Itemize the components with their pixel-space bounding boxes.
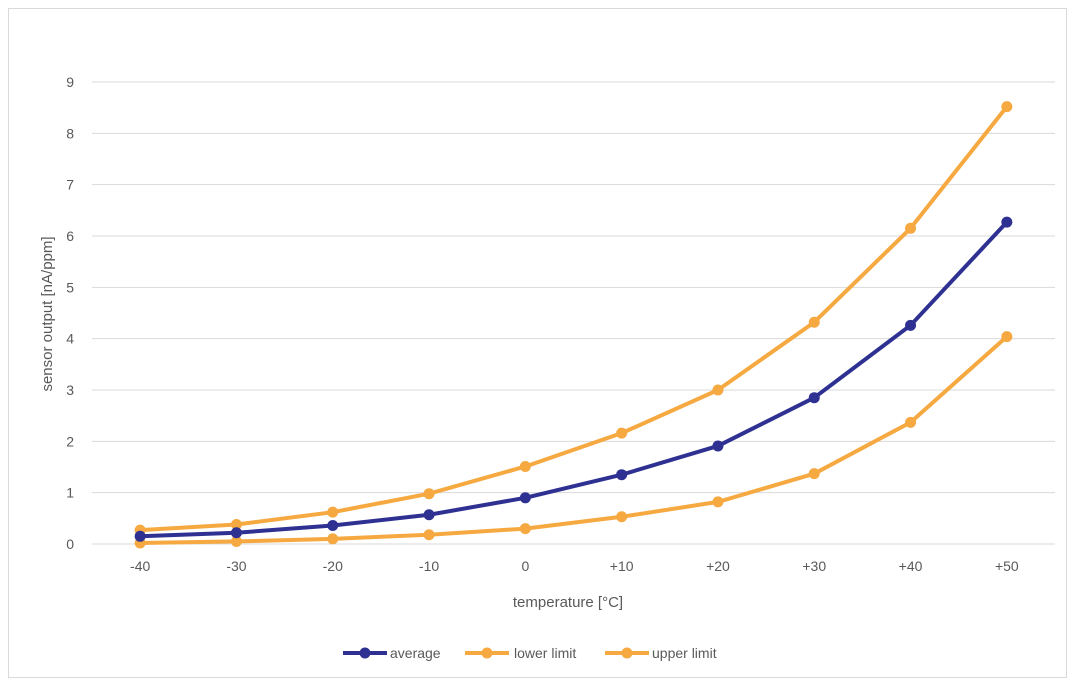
data-point [905,222,917,234]
data-point [712,496,724,508]
data-point [230,518,242,530]
data-point [230,527,242,539]
legend-item-lower-limit: lower limit [465,645,576,661]
data-point [134,530,146,542]
data-point [423,509,435,521]
data-point [905,416,917,428]
x-tick-label: -40 [130,558,150,574]
x-tick-label: +10 [610,558,634,574]
data-point [616,469,628,481]
y-tick-label: 2 [66,433,74,449]
data-point [327,533,339,545]
x-tick-labels: -40 -30 -20 -10 0 +10 +20 +30 +40 +50 [130,558,1019,574]
x-axis-title: temperature [°C] [513,594,623,611]
y-tick-label: 6 [66,228,74,244]
x-tick-label: -10 [419,558,439,574]
legend-item-upper-limit: upper limit [605,645,717,661]
x-tick-label: +20 [706,558,730,574]
y-tick-labels: 0 1 2 3 4 5 6 7 8 9 [66,74,74,552]
legend-swatch-marker [481,647,493,659]
data-point [808,468,820,480]
data-point [808,316,820,328]
data-point [327,520,339,532]
data-point [1001,331,1013,343]
data-point [519,492,531,504]
series-average [134,216,1013,542]
data-point [1001,101,1013,113]
x-tick-label: +50 [995,558,1019,574]
y-tick-label: 4 [66,331,74,347]
legend-label: upper limit [652,645,717,661]
y-tick-label: 7 [66,177,74,193]
data-point [616,427,628,439]
data-point [712,440,724,452]
y-tick-label: 0 [66,536,74,552]
legend-item-average: average [343,645,441,661]
gridlines [92,81,1055,545]
series-line [138,334,1009,545]
data-point [519,523,531,535]
data-point [712,384,724,396]
series-lower-limit [134,331,1013,549]
legend: average lower limit upper limit [343,645,717,661]
series-upper-limit [134,101,1013,536]
data-point [519,460,531,472]
y-tick-label: 1 [66,485,74,501]
chart-frame [8,8,1067,678]
series-line [138,104,1009,533]
data-point [327,506,339,518]
data-point [808,392,820,404]
series-layer [134,101,1013,549]
y-tick-label: 5 [66,279,74,295]
data-point [616,511,628,523]
legend-label: average [390,645,441,661]
data-point [905,319,917,331]
x-tick-label: -30 [226,558,246,574]
x-tick-label: -20 [323,558,343,574]
data-point [230,535,242,547]
x-tick-label: +30 [802,558,826,574]
x-tick-label: +40 [899,558,923,574]
series-line [138,220,1009,539]
y-tick-label: 3 [66,382,74,398]
legend-label: lower limit [514,645,576,661]
data-point [423,488,435,500]
data-point [423,529,435,541]
x-tick-label: 0 [521,558,529,574]
y-axis-title: sensor output [nA/ppm] [39,236,56,391]
legend-swatch-marker [359,647,371,659]
y-tick-label: 9 [66,74,74,90]
data-point [1001,216,1013,228]
y-tick-label: 8 [66,125,74,141]
legend-swatch-marker [621,647,633,659]
